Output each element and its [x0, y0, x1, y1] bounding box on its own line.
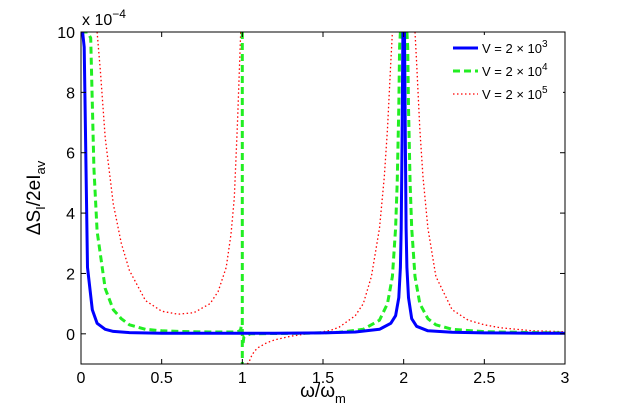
x-tick-label: 3 — [561, 370, 570, 387]
y-tick-label: 6 — [66, 146, 75, 163]
series-line-4 — [241, 32, 402, 344]
series-layer — [81, 32, 565, 364]
x-tick-label: 0.5 — [151, 370, 173, 387]
legend-label: V = 2 × 103 — [482, 39, 548, 56]
x-tick-label: 1.5 — [312, 370, 334, 387]
series-line-5 — [246, 32, 394, 364]
x-tick-label: 1 — [238, 370, 247, 387]
y-tick-label: 2 — [66, 266, 75, 283]
y-tick-label: 10 — [57, 25, 75, 42]
y-axis-multiplier: x 10−4 — [82, 7, 126, 29]
x-tick-label: 0 — [77, 370, 86, 387]
y-axis-label: ΔSI/2eIav — [24, 160, 48, 235]
series-line-3 — [403, 32, 565, 335]
x-axis-label: ω/ωm — [300, 381, 346, 406]
series-line-5 — [96, 32, 242, 315]
y-tick-label: 8 — [66, 85, 75, 102]
series-line-4 — [81, 32, 243, 334]
series-line-3 — [81, 32, 405, 335]
series-line-5 — [414, 32, 565, 333]
x-tick-label: 2.5 — [473, 370, 495, 387]
legend-label: V = 2 × 105 — [482, 85, 548, 102]
legend: V = 2 × 103 V = 2 × 104 V = 2 × 105 — [449, 35, 563, 111]
y-tick-label: 4 — [66, 206, 75, 223]
x-tick-label: 2 — [399, 370, 408, 387]
y-tick-label: 0 — [66, 327, 75, 344]
legend-label: V = 2 × 104 — [482, 62, 548, 79]
